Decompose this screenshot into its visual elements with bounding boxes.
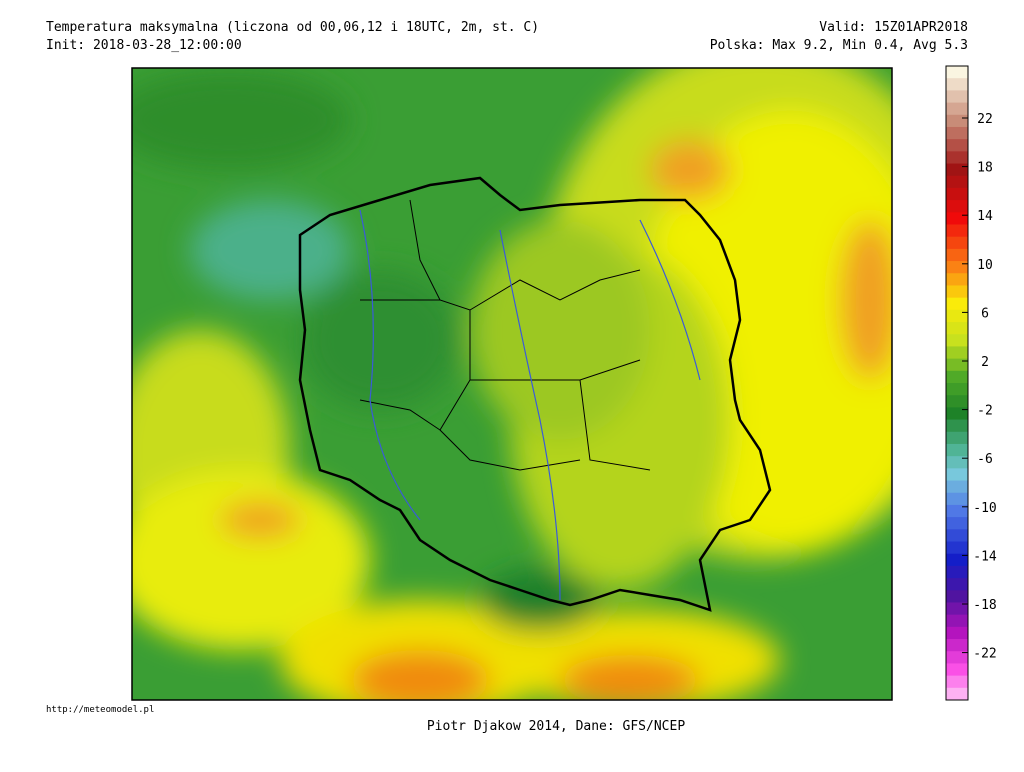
colorbar-label: -6 (977, 452, 993, 467)
colorbar-block (946, 687, 968, 701)
colorbar-label: 18 (977, 161, 993, 176)
colorbar-block (946, 297, 968, 311)
colorbar-block (946, 456, 968, 469)
colorbar-label: -2 (977, 404, 993, 419)
colorbar-block (946, 66, 968, 79)
colorbar-block (946, 273, 968, 286)
colorbar-block (946, 370, 968, 384)
colorbar-block (946, 126, 968, 140)
colorbar-label: -14 (973, 549, 997, 564)
colorbar-block (946, 151, 968, 165)
colorbar-block (946, 492, 968, 506)
colorbar-block (946, 163, 968, 177)
colorbar-label: 2 (981, 355, 989, 370)
colorbar-label: 10 (977, 258, 993, 273)
colorbar-block (946, 224, 968, 238)
colorbar-block (946, 517, 968, 530)
colorbar-block (946, 212, 968, 225)
colorbar-block (946, 602, 968, 616)
colorbar-block (946, 529, 968, 542)
colorbar-block (946, 565, 968, 579)
stats: Polska: Max 9.2, Min 0.4, Avg 5.3 (710, 38, 968, 53)
colorbar-block (946, 504, 968, 518)
colorbar-label: -10 (973, 501, 996, 516)
colorbar-block (946, 431, 968, 445)
map (132, 68, 892, 700)
title: Temperatura maksymalna (liczona od 00,06… (46, 20, 539, 35)
colorbar-label: 14 (977, 209, 993, 224)
colorbar-block (946, 78, 968, 91)
colorbar-block (946, 200, 968, 213)
colorbar-block (946, 541, 968, 555)
valid-time: Valid: 15Z01APR2018 (819, 20, 968, 35)
colorbar-block (946, 407, 968, 421)
colorbar-block (946, 443, 968, 457)
map-frame (131, 67, 893, 701)
colorbar-block (946, 358, 968, 372)
colorbar-label: -22 (973, 647, 996, 662)
source-url: http://meteomodel.pl (46, 705, 154, 715)
colorbar-block (946, 346, 968, 360)
colorbar-block (946, 639, 968, 652)
colorbar-block (946, 175, 968, 189)
colorbar-block (946, 309, 968, 323)
colorbar-block (946, 480, 968, 494)
colorbar-block (946, 187, 968, 201)
colorbar-block (946, 139, 968, 152)
colorbar-block (946, 468, 968, 482)
colorbar-block (946, 285, 968, 299)
colorbar-block (946, 651, 968, 664)
colorbar-label: -18 (973, 598, 996, 613)
colorbar-block (946, 675, 968, 689)
init-time: Init: 2018-03-28_12:00:00 (46, 38, 242, 53)
colorbar-block (946, 322, 968, 335)
colorbar-block (946, 114, 968, 128)
colorbar (946, 66, 968, 701)
colorbar-block (946, 419, 968, 433)
colorbar-block (946, 90, 968, 104)
colorbar-block (946, 578, 968, 591)
colorbar-frame (945, 65, 969, 701)
colorbar-block (946, 248, 968, 262)
colorbar-block (946, 261, 968, 274)
colorbar-block (946, 626, 968, 640)
colorbar-label: 22 (977, 112, 993, 127)
credit: Piotr Djakow 2014, Dane: GFS/NCEP (427, 719, 685, 734)
colorbar-block (946, 236, 968, 250)
colorbar-block (946, 614, 968, 628)
colorbar-block (946, 395, 968, 408)
colorbar-label: 6 (981, 306, 989, 321)
colorbar-block (946, 102, 968, 116)
colorbar-block (946, 383, 968, 396)
colorbar-block (946, 663, 968, 677)
colorbar-block (946, 590, 968, 603)
colorbar-block (946, 553, 968, 567)
colorbar-block (946, 334, 968, 347)
